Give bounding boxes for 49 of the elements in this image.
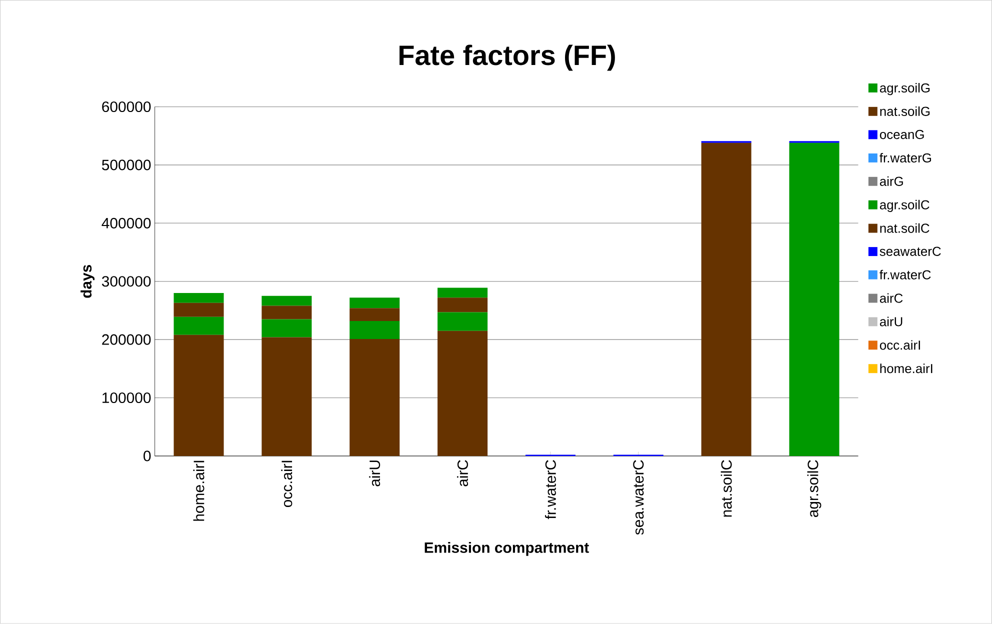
x-tick-label: fr.waterC <box>544 460 556 520</box>
y-tick-label: 200000 <box>102 334 151 345</box>
y-tick-label: 400000 <box>102 218 151 229</box>
y-tick-label: 500000 <box>102 160 151 170</box>
legend-label: fr.waterG <box>880 153 932 163</box>
legend-label: fr.waterC <box>880 270 931 280</box>
legend-label: oceanG <box>880 130 924 140</box>
legend-label: home.airI <box>880 364 932 374</box>
bar <box>438 330 488 456</box>
bar <box>174 316 224 336</box>
legend-label: airG <box>880 176 903 186</box>
bar <box>438 312 488 331</box>
bar <box>262 306 312 320</box>
bar <box>262 319 312 338</box>
bar <box>350 298 400 308</box>
y-tick-label: 100000 <box>102 392 151 404</box>
legend-label: nat.soilG <box>880 106 930 116</box>
legend-label: agr.soilG <box>880 83 930 96</box>
y-tick-label: 0 <box>144 450 151 462</box>
x-tick-label: airU <box>369 460 380 486</box>
bar <box>262 337 312 456</box>
y-tick-label: 600000 <box>102 102 151 112</box>
legend-label: occ.airI <box>880 340 920 350</box>
legend-label: airU <box>880 316 902 326</box>
x-tick-label: home.airI <box>193 460 204 521</box>
legend-label: seawaterC <box>880 246 941 256</box>
chart-title: Fate factors (FF) <box>400 44 615 71</box>
y-axis-title: days <box>80 265 95 298</box>
bar <box>262 296 312 306</box>
bar <box>174 303 224 317</box>
bar <box>174 335 224 456</box>
bar <box>350 339 400 456</box>
y-tick-label: 300000 <box>102 276 151 287</box>
x-axis-title: Emission compartment <box>424 542 589 556</box>
bar <box>438 288 488 298</box>
legend-label: airC <box>880 293 903 303</box>
bar <box>701 142 752 456</box>
x-tick-label: agr.soilC <box>807 460 822 518</box>
legend-label: nat.soilC <box>880 223 930 233</box>
bar <box>174 293 224 304</box>
x-tick-label: occ.airI <box>281 460 292 508</box>
legend-label: agr.soilC <box>880 200 930 212</box>
bar <box>350 308 400 322</box>
x-tick-label: nat.soilC <box>720 460 732 517</box>
x-tick-label: airC <box>457 460 468 486</box>
bar <box>350 321 400 340</box>
bar <box>789 142 840 456</box>
bar <box>438 298 488 312</box>
x-tick-label: sea.waterC <box>633 460 644 535</box>
